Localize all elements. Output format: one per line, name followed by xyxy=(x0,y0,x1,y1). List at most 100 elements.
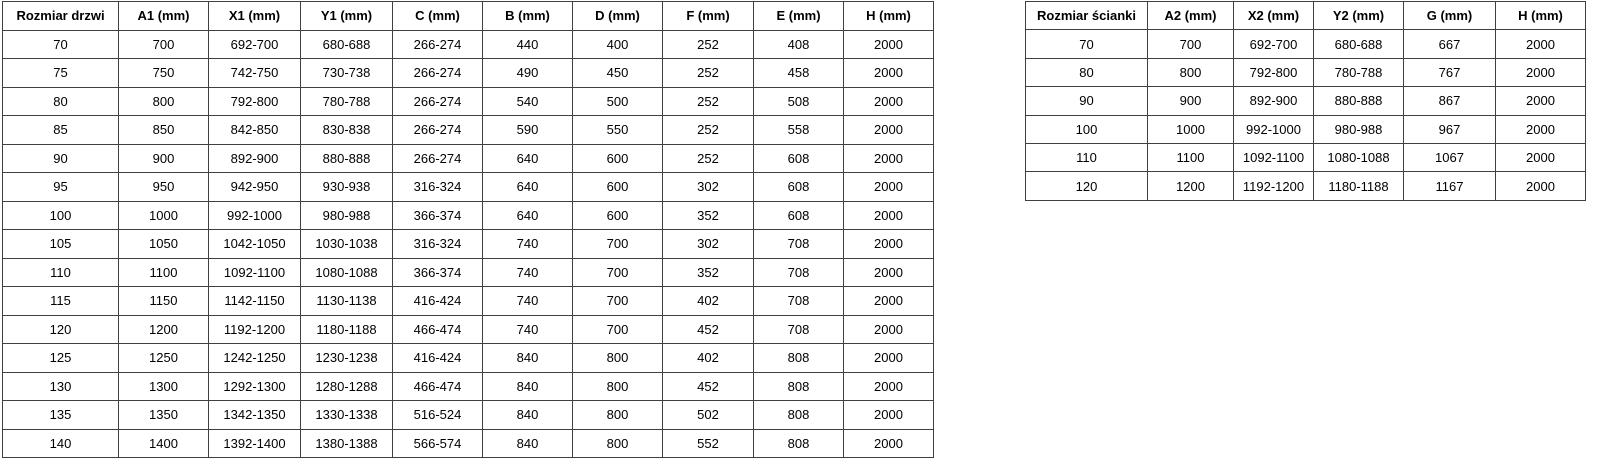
table-cell: 2000 xyxy=(1495,171,1586,201)
table-cell: 740 xyxy=(482,257,573,287)
table-cell: 452 xyxy=(662,371,754,401)
table-cell: 135 xyxy=(2,400,119,430)
column-header: X1 (mm) xyxy=(208,1,301,31)
table-cell: 730-738 xyxy=(300,58,393,88)
table-cell: 458 xyxy=(753,58,844,88)
table-cell: 316-324 xyxy=(392,229,483,259)
table-cell: 700 xyxy=(572,257,663,287)
table-cell: 1050 xyxy=(118,229,209,259)
table-cell: 708 xyxy=(753,286,844,316)
table-cell: 608 xyxy=(753,143,844,173)
table-cell: 600 xyxy=(572,143,663,173)
table-cell: 366-374 xyxy=(392,257,483,287)
table-cell: 1300 xyxy=(118,371,209,401)
table-cell: 1192-1200 xyxy=(208,314,301,344)
table-cell: 266-274 xyxy=(392,115,483,145)
table-cell: 808 xyxy=(753,428,844,458)
column-header: H (mm) xyxy=(1495,0,1586,31)
table-cell: 352 xyxy=(662,200,754,230)
table-cell: 992-1000 xyxy=(1233,114,1314,144)
table-cell: 992-1000 xyxy=(208,200,301,230)
table-row: 80 800 792-800 780-788 266-274 540 500 252 508 20… xyxy=(2,86,934,116)
table-cell: 115 xyxy=(2,286,119,316)
table-cell: 900 xyxy=(1147,86,1234,116)
table-cell: 2000 xyxy=(843,257,934,287)
table-cell: 742-750 xyxy=(208,58,301,88)
table-cell: 1350 xyxy=(118,400,209,430)
table-row: 115 1150 1142-1150 1130-1138 416-424 740 700 40… xyxy=(2,286,934,316)
table-cell: 508 xyxy=(753,86,844,116)
table-cell: 2000 xyxy=(843,115,934,145)
table-cell: 252 xyxy=(662,86,754,116)
table-cell: 85 xyxy=(2,115,119,145)
table-row: 120 1200 1192-1200 1180-1188 1167 2000 xyxy=(1025,171,1586,201)
table-cell: 600 xyxy=(572,200,663,230)
column-header: G (mm) xyxy=(1403,0,1496,31)
table-cell: 490 xyxy=(482,58,573,88)
table-cell: 1100 xyxy=(118,257,209,287)
column-header: Rozmiar drzwi xyxy=(2,1,119,31)
table-cell: 2000 xyxy=(843,343,934,373)
table-cell: 1080-1088 xyxy=(1313,142,1404,173)
table-cell: 140 xyxy=(2,428,119,458)
table-cell: 900 xyxy=(118,143,209,173)
table-cell: 2000 xyxy=(843,200,934,230)
table-cell: 130 xyxy=(2,371,119,401)
table-cell: 608 xyxy=(753,200,844,230)
table-cell: 640 xyxy=(482,143,573,173)
table-cell: 980-988 xyxy=(1313,114,1404,144)
table-cell: 452 xyxy=(662,314,754,344)
table-cell: 1180-1188 xyxy=(300,314,393,344)
table-cell: 792-800 xyxy=(208,86,301,116)
table-row: 140 1400 1392-1400 1380-1388 566-574 840 800 55… xyxy=(2,428,934,458)
table-cell: 1242-1250 xyxy=(208,343,301,373)
table-cell: 120 xyxy=(1025,171,1148,201)
table-cell: 680-688 xyxy=(1313,29,1404,59)
table-cell: 740 xyxy=(482,286,573,316)
table-cell: 840 xyxy=(482,400,573,430)
table-cell: 740 xyxy=(482,314,573,344)
table-cell: 608 xyxy=(753,172,844,202)
table-cell: 840 xyxy=(482,371,573,401)
table-cell: 700 xyxy=(572,286,663,316)
table-cell: 252 xyxy=(662,58,754,88)
table-cell: 808 xyxy=(753,343,844,373)
table-cell: 440 xyxy=(482,29,573,59)
table-cell: 2000 xyxy=(843,314,934,344)
table-cell: 1330-1338 xyxy=(300,400,393,430)
table-cell: 408 xyxy=(753,29,844,59)
table-cell: 80 xyxy=(2,86,119,116)
table-cell: 2000 xyxy=(1495,57,1586,88)
table-row: 110 1100 1092-1100 1080-1088 1067 2000 xyxy=(1025,142,1586,173)
table-row: 125 1250 1242-1250 1230-1238 416-424 840 800 40… xyxy=(2,343,934,373)
table-cell: 550 xyxy=(572,115,663,145)
table-cell: 850 xyxy=(118,115,209,145)
table-cell: 1100 xyxy=(1147,142,1234,173)
table-cell: 105 xyxy=(2,229,119,259)
table-cell: 70 xyxy=(1025,29,1148,59)
table-cell: 266-274 xyxy=(392,86,483,116)
table-cell: 1000 xyxy=(1147,114,1234,144)
table-cell: 1400 xyxy=(118,428,209,458)
table-row: 95 950 942-950 930-938 316-324 640 600 302 608 20… xyxy=(2,172,934,202)
table-row: 70 700 692-700 680-688 667 2000 xyxy=(1025,29,1586,59)
table-cell: 566-574 xyxy=(392,428,483,458)
table-cell: 1192-1200 xyxy=(1233,171,1314,201)
table-cell: 120 xyxy=(2,314,119,344)
table-cell: 692-700 xyxy=(208,29,301,59)
table-cell: 500 xyxy=(572,86,663,116)
table-cell: 1180-1188 xyxy=(1313,171,1404,201)
table-cell: 402 xyxy=(662,343,754,373)
table-cell: 680-688 xyxy=(300,29,393,59)
table-cell: 110 xyxy=(2,257,119,287)
table-cell: 2000 xyxy=(843,286,934,316)
table-cell: 1250 xyxy=(118,343,209,373)
table-cell: 552 xyxy=(662,428,754,458)
table-cell: 740 xyxy=(482,229,573,259)
table-cell: 1342-1350 xyxy=(208,400,301,430)
table-cell: 1280-1288 xyxy=(300,371,393,401)
table-cell: 2000 xyxy=(843,143,934,173)
table-cell: 400 xyxy=(572,29,663,59)
table-cell: 466-474 xyxy=(392,314,483,344)
